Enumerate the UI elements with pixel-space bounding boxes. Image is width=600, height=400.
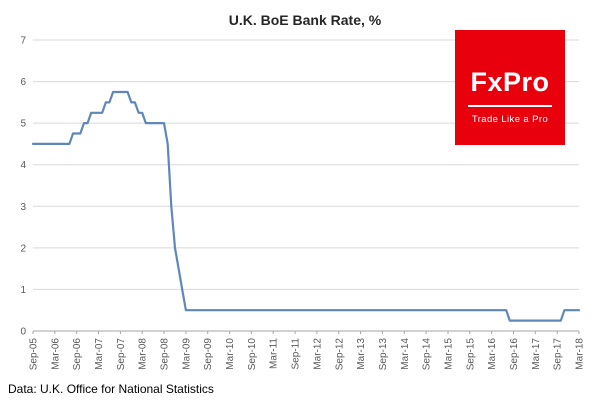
svg-text:1: 1	[20, 285, 26, 296]
svg-text:Sep-06: Sep-06	[72, 338, 83, 371]
svg-text:Mar-16: Mar-16	[487, 338, 498, 370]
svg-text:2: 2	[20, 243, 26, 254]
svg-text:Sep-12: Sep-12	[334, 338, 345, 371]
svg-text:Mar-14: Mar-14	[400, 338, 411, 370]
bank-rate-line	[31, 90, 581, 322]
svg-text:Mar-11: Mar-11	[269, 338, 280, 369]
svg-text:Sep-08: Sep-08	[160, 338, 171, 371]
svg-text:Sep-05: Sep-05	[29, 338, 40, 371]
svg-text:Sep-11: Sep-11	[291, 338, 302, 370]
svg-text:Mar-17: Mar-17	[531, 338, 542, 370]
svg-text:3: 3	[20, 202, 26, 213]
fxpro-logo-tagline: Trade Like a Pro	[471, 113, 549, 125]
svg-text:Mar-08: Mar-08	[138, 338, 149, 370]
svg-text:Sep-13: Sep-13	[378, 338, 389, 371]
svg-text:Mar-10: Mar-10	[225, 338, 236, 370]
svg-text:Mar-07: Mar-07	[94, 338, 105, 370]
fxpro-logo-brand: FxPro	[470, 66, 550, 97]
x-axis-labels: Sep-05 Mar-06 Sep-06 Mar-07 Sep-07 Mar-08 Sep-…	[29, 331, 586, 370]
y-axis-labels: 0 1 2 3 4 5 6 7	[20, 36, 26, 338]
fxpro-logo: FxPro Trade Like a Pro	[455, 30, 565, 145]
svg-text:Sep-07: Sep-07	[116, 338, 127, 371]
svg-text:Mar-06: Mar-06	[50, 338, 61, 370]
svg-text:5: 5	[20, 119, 26, 130]
svg-text:Mar-12: Mar-12	[312, 338, 323, 370]
svg-text:Mar-15: Mar-15	[444, 338, 455, 370]
svg-text:4: 4	[20, 160, 26, 171]
svg-text:Mar-13: Mar-13	[356, 338, 367, 370]
svg-text:Sep-17: Sep-17	[553, 338, 564, 371]
svg-text:7: 7	[20, 36, 26, 47]
svg-text:0: 0	[20, 327, 26, 338]
svg-text:Sep-14: Sep-14	[422, 338, 433, 371]
svg-text:Sep-09: Sep-09	[203, 338, 214, 371]
svg-text:6: 6	[20, 77, 26, 88]
fxpro-logo-rule	[468, 104, 552, 107]
svg-text:Sep-15: Sep-15	[465, 338, 476, 371]
svg-text:Sep-10: Sep-10	[247, 338, 258, 371]
chart-title: U.K. BoE Bank Rate, %	[228, 12, 382, 28]
svg-text:Mar-09: Mar-09	[181, 338, 192, 370]
svg-text:Mar-18: Mar-18	[575, 338, 586, 370]
svg-text:Sep-16: Sep-16	[509, 338, 520, 371]
data-source-note: Data: U.K. Office for National Statistic…	[8, 382, 214, 396]
